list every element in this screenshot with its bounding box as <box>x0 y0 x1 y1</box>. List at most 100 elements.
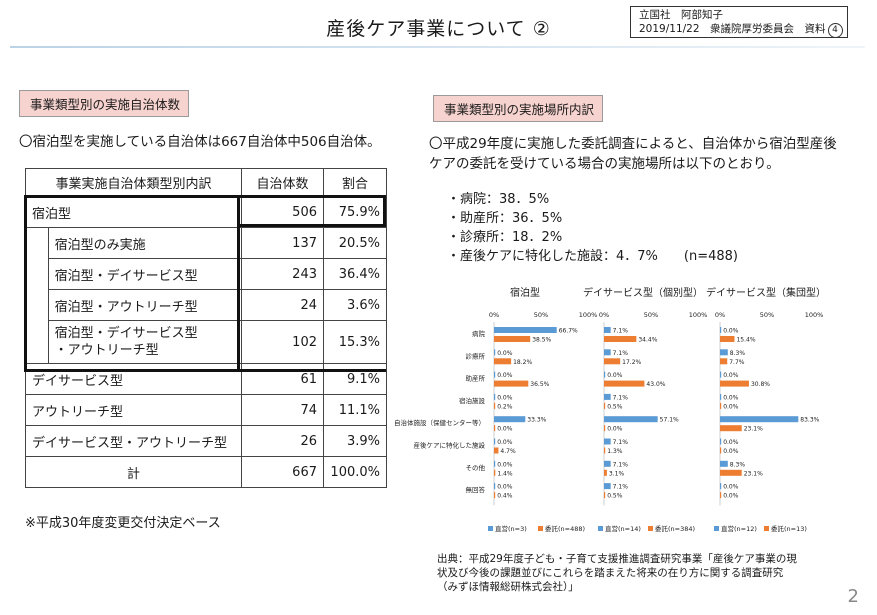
row-count: 26 <box>241 425 324 457</box>
bar-direct <box>494 438 496 445</box>
bar-direct <box>494 371 496 378</box>
data-label: 23.1% <box>744 470 763 477</box>
data-label: 1.3% <box>607 448 623 455</box>
row-count: 506 <box>241 196 324 228</box>
data-label: 23.1% <box>744 426 763 433</box>
data-label: 0.0% <box>497 350 513 357</box>
row-label: アウトリーチ型 <box>25 394 242 426</box>
axis-tick-label: 100% <box>689 311 708 319</box>
bar-contracted <box>720 425 742 432</box>
bullet-item: ・病院：38．5% <box>447 192 550 207</box>
location-bullets: ・病院：38．5% ・助産所：36．5% ・診療所：18．2% ・産後ケアに特化… <box>447 190 738 266</box>
page-title: 産後ケア事業について ② <box>326 18 551 40</box>
document-info-box: 立国社 阿部知子 2019/11/22 衆議院厚労委員会 資料 4 <box>630 6 848 38</box>
bar-direct <box>720 349 728 356</box>
table-row: 宿泊型・アウトリーチ型 24 3.6% <box>25 289 387 321</box>
data-label: 66.7% <box>559 328 578 335</box>
table-row: デイサービス型・アウトリーチ型 26 3.9% <box>25 425 387 457</box>
data-label: 1.4% <box>497 470 513 477</box>
bar-contracted <box>604 447 606 454</box>
row-label: 宿泊型・アウトリーチ型 <box>47 289 243 321</box>
data-label: 30.8% <box>751 381 770 388</box>
row-pct: 3.9% <box>323 425 387 457</box>
data-label: 57.1% <box>660 417 679 424</box>
row-count: 74 <box>241 394 324 426</box>
category-label: 宿泊施設 <box>459 396 486 405</box>
data-label: 0.4% <box>497 493 513 500</box>
chart-panel-title: 宿泊型 <box>510 288 540 299</box>
bar-contracted <box>494 469 496 476</box>
data-label: 0.2% <box>497 403 513 410</box>
data-label: 38.5% <box>532 337 551 344</box>
data-label: 0.0% <box>723 394 739 401</box>
legend-swatch <box>764 526 769 531</box>
axis-tick-label: 50% <box>644 311 658 319</box>
category-label: 診療所 <box>466 351 486 360</box>
bar-direct <box>604 438 611 445</box>
data-label: 0.0% <box>497 426 513 433</box>
bar-direct <box>494 327 557 333</box>
table-header-count: 自治体数 <box>241 168 324 197</box>
data-label: 7.1% <box>613 461 629 468</box>
legend-label: 直営(n=12) <box>721 524 757 533</box>
data-label: 0.0% <box>723 372 739 379</box>
section-tag-locations: 事業類型別の実施場所内訳 <box>433 95 604 122</box>
row-count: 61 <box>241 363 324 395</box>
row-label-line2: ・アウトリーチ型 <box>54 343 159 358</box>
bar-direct <box>494 349 496 356</box>
bar-contracted <box>494 492 496 499</box>
row-count: 24 <box>241 289 324 321</box>
data-label: 4.7% <box>500 448 516 455</box>
data-label: 34.4% <box>638 337 657 344</box>
bar-contracted <box>720 380 749 387</box>
data-label: 43.0% <box>646 381 665 388</box>
row-pct: 11.1% <box>323 394 387 426</box>
source-line: （みずほ情報総研株式会社）」 <box>437 581 579 593</box>
data-label: 0.0% <box>497 439 513 446</box>
data-label: 0.0% <box>607 426 623 433</box>
right-lead-text: 〇平成29年度に実施した委託調査によると、自治体から宿泊型産後ケアの委託を受けて… <box>429 136 837 172</box>
data-label: 15.4% <box>736 337 755 344</box>
bar-contracted <box>604 358 621 365</box>
data-label: 7.1% <box>613 394 629 401</box>
category-label: その他 <box>466 463 486 472</box>
bar-contracted <box>494 402 496 409</box>
legend-swatch <box>598 526 603 531</box>
row-pct: 9.1% <box>323 363 387 395</box>
legend-swatch <box>488 526 493 531</box>
data-label: 3.1% <box>609 470 625 477</box>
bar-direct <box>494 483 496 490</box>
municipality-table: 事業実施自治体類型別内訳 自治体数 割合 宿泊型 506 75.9% 宿泊型のみ… <box>25 168 387 488</box>
bar-contracted <box>720 336 735 342</box>
data-label: 7.1% <box>613 439 629 446</box>
bar-contracted <box>494 380 529 387</box>
data-label: 0.0% <box>723 403 739 410</box>
data-label: 0.0% <box>497 484 513 491</box>
data-label: 0.5% <box>607 493 623 500</box>
data-label: 18.2% <box>513 359 532 366</box>
section-tag-municipality-counts: 事業類型別の実施自治体数 <box>19 90 190 117</box>
bar-direct <box>604 349 611 356</box>
row-count: 667 <box>241 456 324 488</box>
bar-direct <box>720 483 722 490</box>
document-info-text: 2019/11/22 衆議院厚労委員会 資料 <box>639 23 826 35</box>
bar-direct <box>494 416 526 423</box>
data-label: 7.1% <box>613 328 629 335</box>
bar-contracted <box>604 425 606 432</box>
document-info-line1: 立国社 阿部知子 <box>639 9 723 21</box>
bar-direct <box>494 393 496 400</box>
table-row: 宿泊型・デイサービス型 243 36.4% <box>25 258 387 290</box>
page-number: 2 <box>847 586 859 607</box>
row-label: デイサービス型 <box>25 363 242 395</box>
legend-label: 直営(n=3) <box>495 524 527 533</box>
data-label: 8.3% <box>730 350 746 357</box>
source-line: 出典：平成29年度子ども・子育て支援推進調査研究事業「産後ケア事業の現 <box>437 553 797 565</box>
bullet-item: ・診療所：18．2% <box>447 230 563 245</box>
bar-contracted <box>720 358 728 365</box>
legend-swatch <box>538 526 543 531</box>
left-lead-text: 〇宿泊型を実施している自治体は667自治体中506自治体。 <box>19 134 381 150</box>
category-label: 助産所 <box>466 374 486 383</box>
bar-direct <box>720 438 722 445</box>
data-label: 17.2% <box>622 359 641 366</box>
